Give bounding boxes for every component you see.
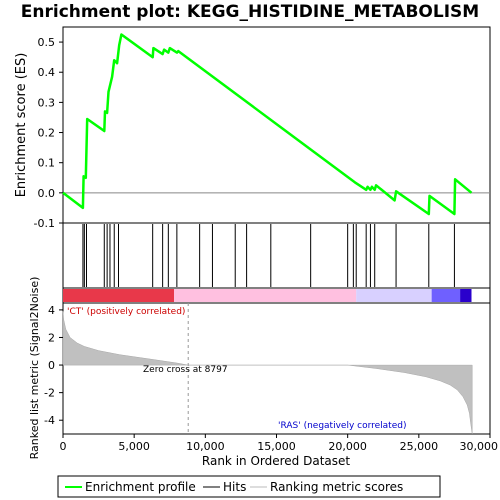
hits-panel-frame <box>62 222 491 289</box>
color-bar-segment <box>460 289 472 302</box>
es-ytick-label: -0.1 <box>34 217 55 230</box>
rank-ytick-label: 0 <box>48 359 55 372</box>
rank-ytick-label: -4 <box>44 414 55 427</box>
negative-correlation-label: 'RAS' (negatively correlated) <box>278 421 406 431</box>
positive-correlation-label: 'CT' (positively correlated) <box>67 307 185 317</box>
legend-box <box>57 475 441 498</box>
xtick-label: 15,000 <box>257 440 296 453</box>
es-ytick-label: 0.0 <box>38 187 56 200</box>
xtick-label: 5,000 <box>118 440 150 453</box>
xtick-label: 20,000 <box>328 440 367 453</box>
rank-axis-label: Ranked list metric (Signal2Noise) <box>28 277 41 460</box>
ranking-metric-area <box>62 311 473 435</box>
es-axis-label: Enrichment score (ES) <box>14 53 29 198</box>
es-ytick-label: 0.4 <box>38 66 56 79</box>
xtick-label: 25,000 <box>400 440 439 453</box>
zero-cross-label: Zero cross at 8797 <box>143 365 228 375</box>
xtick-label: 30,000 <box>460 440 499 453</box>
rank-ytick-label: -2 <box>44 387 55 400</box>
color-bar-segment <box>431 289 461 302</box>
color-bar-segment <box>356 289 432 302</box>
enrichment-profile-line <box>62 33 473 216</box>
legend-label-hits: Hits <box>223 480 246 494</box>
rank-ytick-label: 2 <box>48 331 55 344</box>
es-ytick-label: 0.1 <box>38 157 56 170</box>
xtick-label: 10,000 <box>186 440 225 453</box>
legend-label-enrichment: Enrichment profile <box>85 480 196 494</box>
legend: Enrichment profile Hits Ranking metric s… <box>57 475 441 498</box>
legend-label-ranking: Ranking metric scores <box>270 480 403 494</box>
chart-title: Enrichment plot: KEGG_HISTIDINE_METABOLI… <box>21 2 479 22</box>
color-bar-segment <box>63 289 175 302</box>
es-ytick-label: 0.2 <box>38 127 56 140</box>
color-bar-segment <box>174 289 357 302</box>
x-axis-label: Rank in Ordered Dataset <box>202 454 350 468</box>
es-ytick-label: 0.5 <box>38 36 56 49</box>
rank-ytick-label: 4 <box>48 304 55 317</box>
es-ytick-label: 0.3 <box>38 96 56 109</box>
xtick-label: 0 <box>60 440 67 453</box>
